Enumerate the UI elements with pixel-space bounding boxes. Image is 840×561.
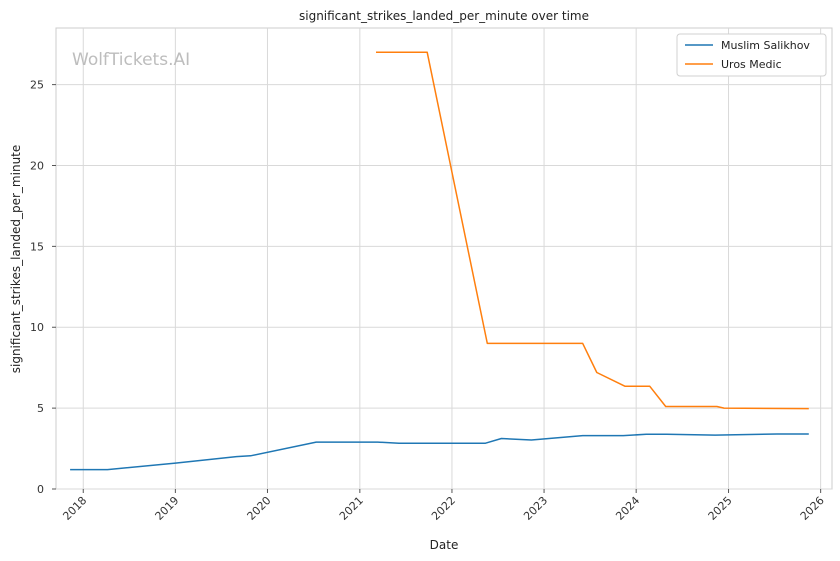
x-tick-label: 2023 (521, 494, 550, 523)
x-tick-label: 2025 (706, 494, 735, 523)
x-axis-ticks: 2018 2019 2020 2021 2022 2023 2024 2025 2026 (60, 489, 827, 523)
series-lines (70, 51, 809, 471)
x-tick-label: 2019 (152, 494, 181, 523)
y-axis-ticks: 0 5 10 15 20 25 (30, 79, 56, 496)
series-line-uros-medic (376, 51, 809, 410)
legend: Muslim Salikhov Uros Medic (676, 33, 827, 77)
x-tick-label: 2018 (60, 494, 89, 523)
y-tick-label: 10 (30, 321, 44, 334)
legend-box (676, 33, 827, 77)
x-tick-label: 2020 (245, 494, 274, 523)
grid-lines (56, 28, 832, 490)
legend-label-uros-medic: Uros Medic (721, 58, 782, 71)
series-line-muslim-salikhov (70, 433, 809, 471)
x-tick-label: 2021 (337, 494, 366, 523)
y-axis-label: significant_strikes_landed_per_minute (9, 145, 23, 374)
y-tick-label: 25 (30, 79, 44, 92)
plot-area (55, 27, 833, 490)
x-axis-label: Date (430, 538, 459, 552)
x-tick-label: 2024 (613, 494, 642, 523)
chart-title: significant_strikes_landed_per_minute ov… (299, 9, 589, 23)
y-tick-label: 15 (30, 240, 44, 253)
y-tick-label: 20 (30, 159, 44, 172)
y-tick-label: 5 (37, 402, 44, 415)
x-tick-label: 2026 (798, 494, 827, 523)
x-tick-label: 2022 (429, 494, 458, 523)
legend-label-muslim-salikhov: Muslim Salikhov (721, 39, 810, 52)
y-tick-label: 0 (37, 483, 44, 496)
watermark: WolfTickets.AI (72, 50, 190, 70)
